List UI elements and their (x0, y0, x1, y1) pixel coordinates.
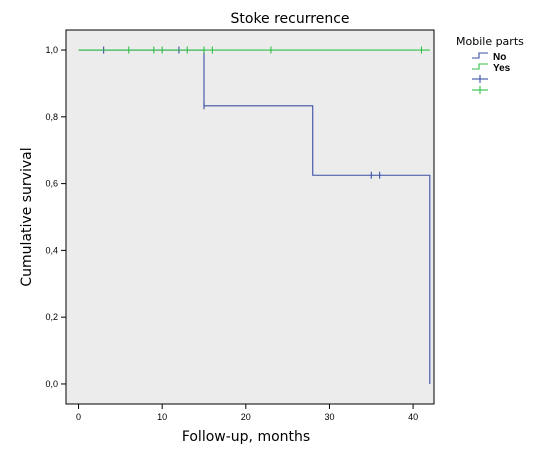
legend-entry: No (472, 52, 506, 63)
chart-title: Stoke recurrence (231, 11, 350, 27)
x-tick-label: 40 (408, 412, 418, 422)
y-tick-label: 1,0 (45, 45, 58, 55)
legend-label: No (493, 52, 506, 63)
plot-area (65, 29, 435, 405)
x-tick-label: 10 (157, 412, 167, 422)
y-tick-label: 0,4 (45, 245, 58, 255)
x-tick-label: 0 (76, 412, 81, 422)
y-tick-label: 0,0 (45, 379, 58, 389)
y-tick-label: 0,2 (45, 312, 58, 322)
y-axis-title: Cumulative survival (19, 147, 35, 286)
y-axis: 0,0 0,2 0,4 0,6 0,8 1,0 (45, 45, 66, 389)
x-axis-title: Follow-up, months (182, 429, 310, 445)
x-tick-label: 30 (324, 412, 334, 422)
y-tick-label: 0,8 (45, 112, 58, 122)
survival-curves (78, 46, 431, 384)
legend-swatch (472, 63, 488, 70)
legend-swatch (472, 52, 488, 59)
x-axis: 0 10 20 30 40 (76, 404, 418, 422)
legend-title: Mobile parts (456, 35, 524, 48)
y-tick-label: 0,6 (45, 179, 58, 189)
legend-entry (472, 75, 488, 83)
legend-entry: Yes (472, 63, 511, 74)
legend-entry (472, 86, 488, 94)
x-tick-label: 20 (241, 412, 251, 422)
legend-label: Yes (493, 63, 511, 74)
